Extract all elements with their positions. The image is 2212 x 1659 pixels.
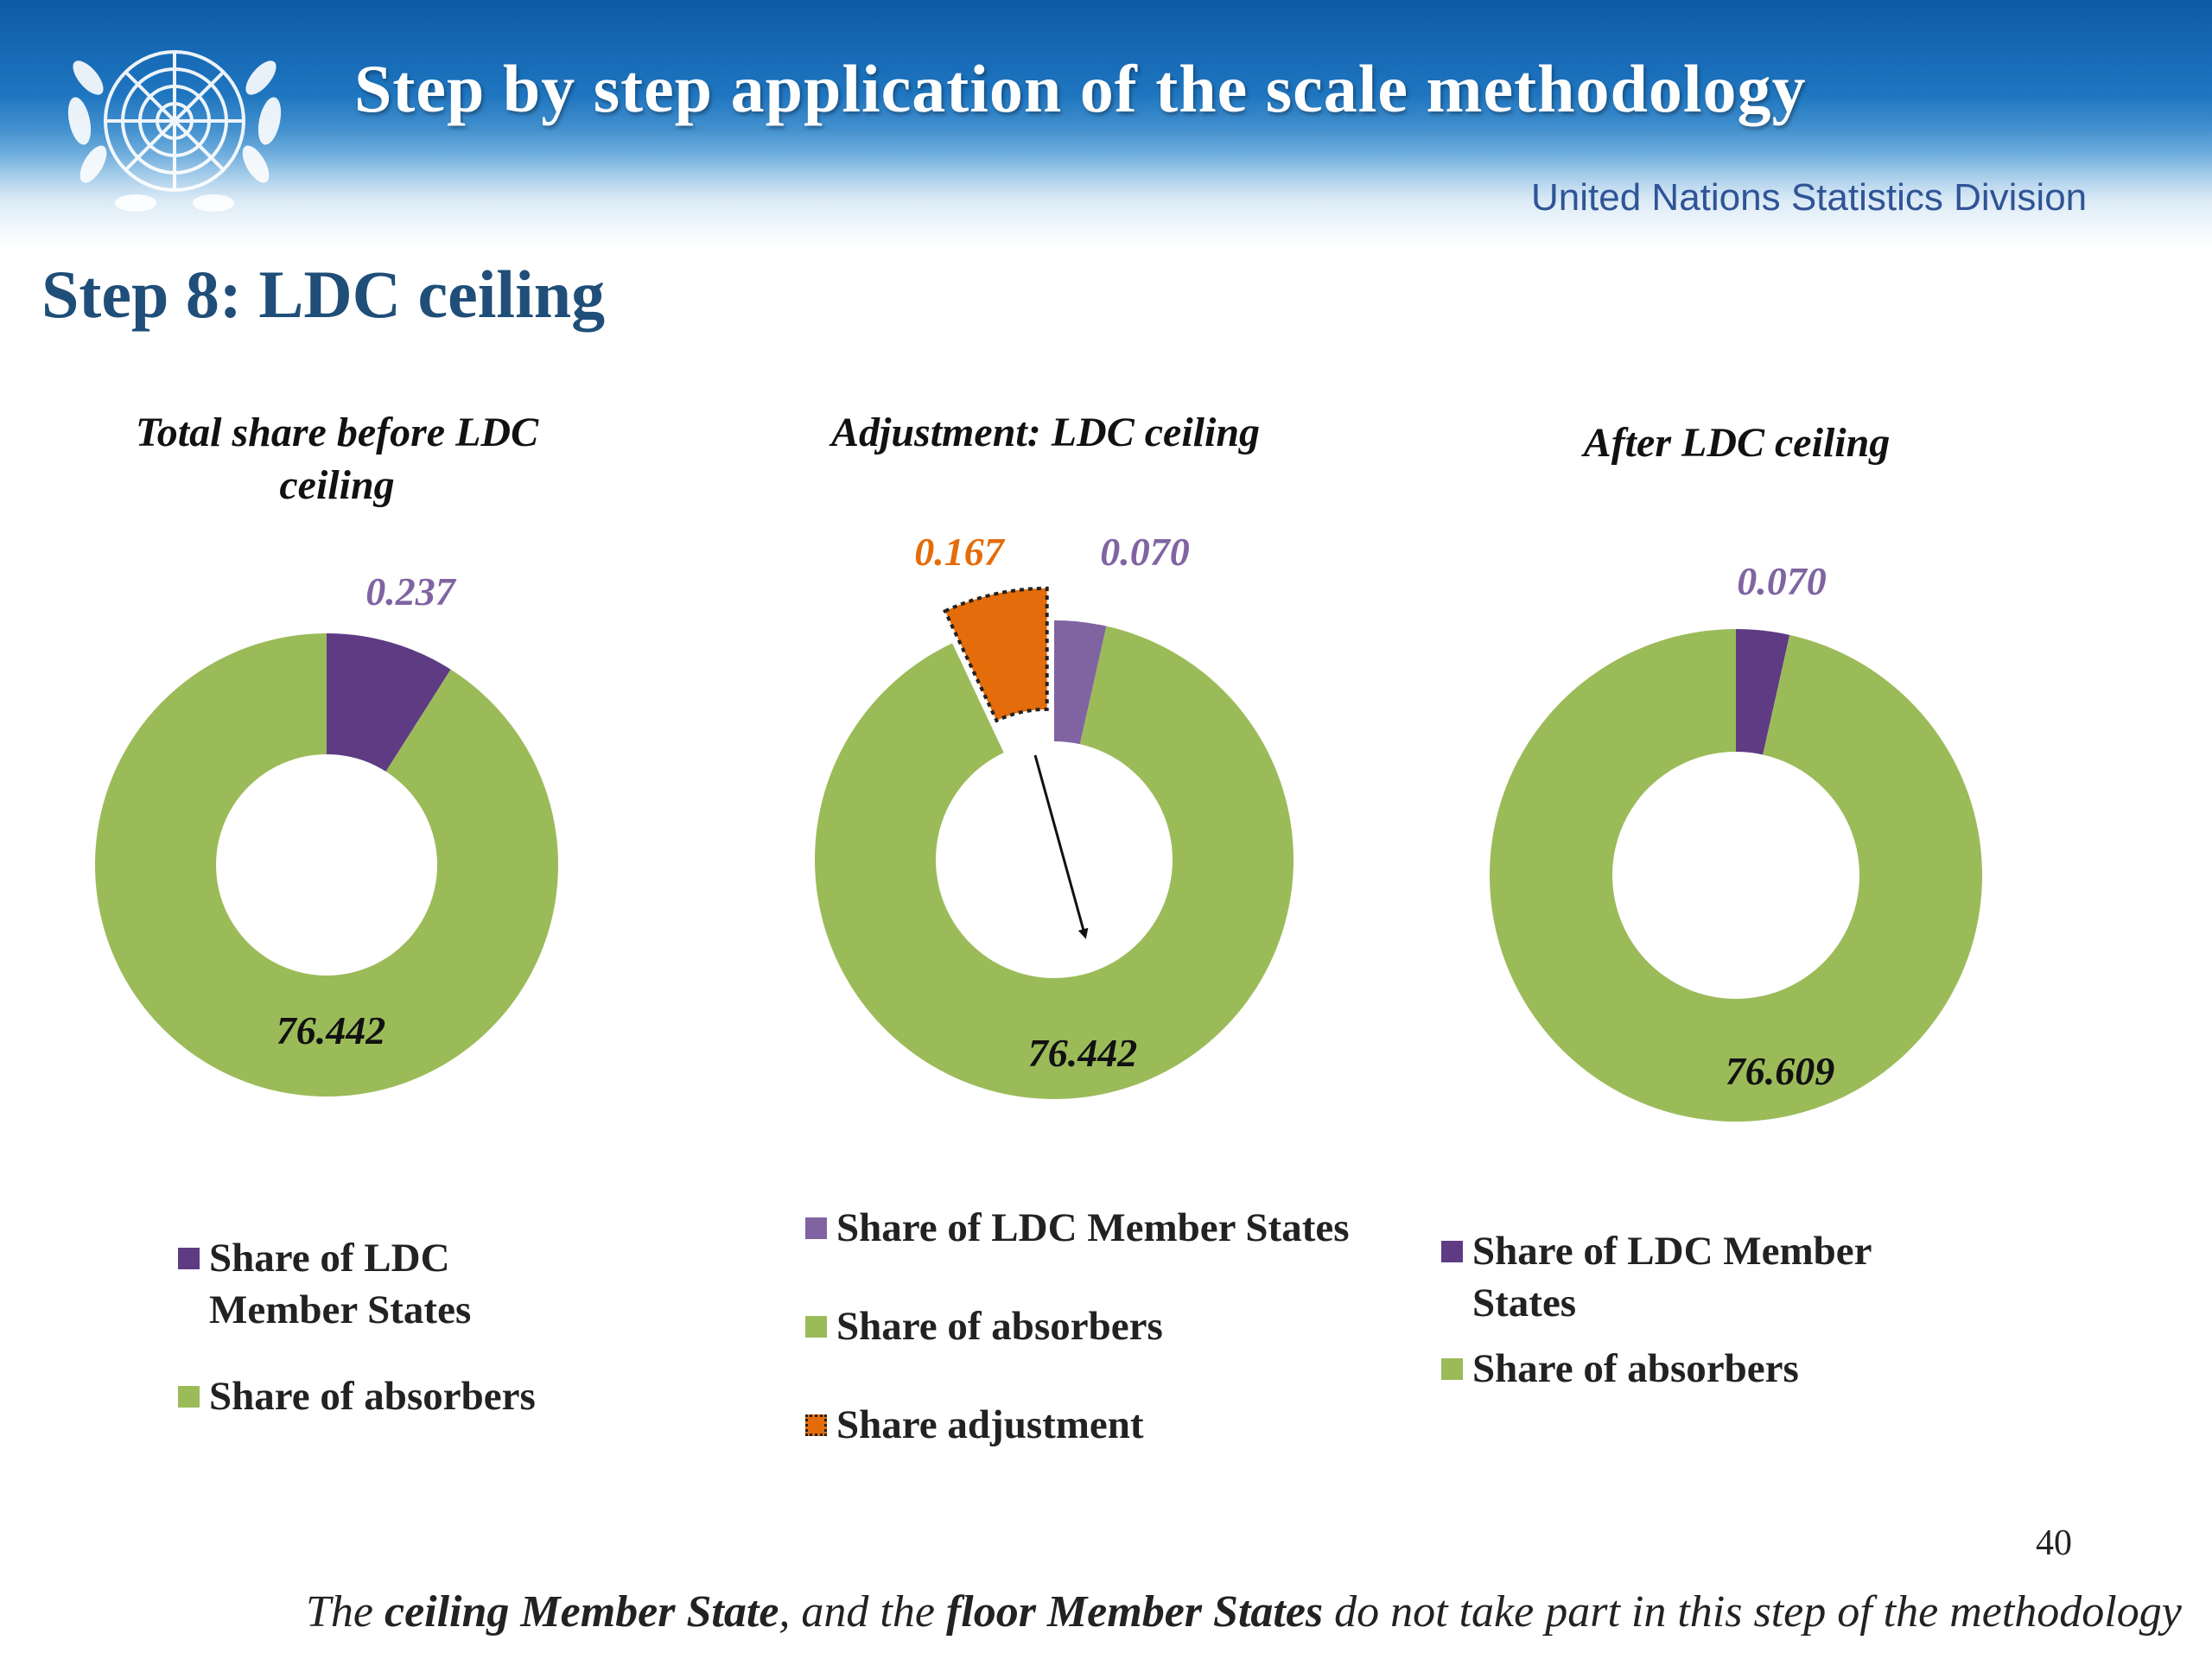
legend-item-share-adjustment: Share adjustment bbox=[802, 1399, 1424, 1451]
chart-1-title: Total share before LDC ceiling bbox=[52, 406, 622, 512]
legend-item-absorbers: Share of absorbers bbox=[175, 1370, 658, 1422]
data-label-ldc-share: 0.070 bbox=[1100, 530, 1190, 574]
chart-3-legend: Share of LDC Member States Share of abso… bbox=[1438, 1225, 1991, 1395]
slice-share-of-absorbers bbox=[94, 633, 559, 1096]
slice-share-adjustment bbox=[943, 586, 1049, 723]
legend-swatch-absorbers bbox=[178, 1386, 200, 1408]
chart-3-title-line-1: After LDC ceiling bbox=[1583, 420, 1891, 466]
footnote-ceiling-term: ceiling Member State bbox=[385, 1587, 779, 1637]
legend-swatch-ldc-share bbox=[178, 1248, 200, 1269]
slice-share-of-absorbers bbox=[814, 626, 1294, 1099]
page-number: 40 bbox=[2036, 1523, 2072, 1563]
footnote: The ceiling Member State, and the floor … bbox=[306, 1586, 2182, 1637]
chart-2-title-line-1: Adjustment: LDC ceiling bbox=[830, 410, 1261, 455]
slide-heading: Step 8: LDC ceiling bbox=[41, 257, 606, 332]
legend-label-line-2: States bbox=[1472, 1281, 1577, 1325]
banner-sheen bbox=[0, 130, 2212, 251]
legend-label-absorbers: Share of absorbers bbox=[836, 1304, 1163, 1349]
legend-swatch-share-adjustment bbox=[805, 1414, 827, 1436]
chart-1-title-line-2: ceiling bbox=[279, 462, 395, 508]
chart-2-legend: Share of LDC Member States Share of abso… bbox=[802, 1202, 1424, 1451]
un-emblem-icon bbox=[67, 50, 282, 212]
legend-item-ldc-share: Share of LDC Member States bbox=[802, 1202, 1424, 1254]
organization-name: United Nations Statistics Division bbox=[1531, 176, 2088, 219]
legend-label-absorbers: Share of absorbers bbox=[1472, 1346, 1799, 1391]
legend-swatch-ldc-share bbox=[805, 1217, 827, 1239]
chart-1-title-line-1: Total share before LDC bbox=[135, 410, 539, 455]
data-label-ldc-share: 0.237 bbox=[365, 569, 457, 613]
slice-share-of-absorbers bbox=[1489, 629, 1982, 1122]
chart-1-legend: Share of LDC Member States Share of abso… bbox=[175, 1232, 658, 1422]
legend-label-line-1: Share of LDC bbox=[209, 1236, 450, 1281]
data-label-absorbers: 76.609 bbox=[1726, 1049, 1835, 1093]
footnote-floor-term: floor Member States bbox=[945, 1587, 1324, 1637]
data-label-absorbers: 76.442 bbox=[276, 1008, 386, 1052]
chart-2-title: Adjustment: LDC ceiling bbox=[743, 406, 1348, 459]
data-label-absorbers: 76.442 bbox=[1028, 1031, 1138, 1075]
legend-label-share-adjustment: Share adjustment bbox=[836, 1402, 1144, 1447]
legend-label-line-1: Share of LDC Member bbox=[1472, 1229, 1872, 1274]
legend-item-absorbers: Share of absorbers bbox=[802, 1300, 1424, 1352]
legend-swatch-ldc-share bbox=[1441, 1241, 1463, 1262]
data-label-ldc-share: 0.070 bbox=[1737, 559, 1827, 603]
legend-item-absorbers: Share of absorbers bbox=[1438, 1343, 1991, 1395]
legend-item-ldc-share: Share of LDC Member States bbox=[175, 1232, 658, 1336]
slice-share-of-ldc-member-states bbox=[327, 633, 451, 772]
legend-label-line-2: Member States bbox=[209, 1287, 472, 1332]
footnote-text: do not take part in this step of the met… bbox=[1323, 1587, 2182, 1637]
title-banner: Step by step application of the scale me… bbox=[0, 0, 2212, 251]
data-label-share-adjustment: 0.167 bbox=[914, 530, 1006, 574]
chart-3-title: After LDC ceiling bbox=[1469, 416, 2005, 469]
donut-chart-1: 0.237 76.442 bbox=[94, 569, 559, 1096]
legend-label-absorbers: Share of absorbers bbox=[209, 1374, 536, 1419]
legend-swatch-absorbers bbox=[1441, 1358, 1463, 1380]
legend-item-ldc-share: Share of LDC Member States bbox=[1438, 1225, 1991, 1329]
adjustment-arrow bbox=[1033, 754, 1089, 939]
slice-share-of-ldc-member-states bbox=[1736, 629, 1790, 755]
slice-share-of-ldc-member-states bbox=[1054, 620, 1107, 745]
donut-chart-2: 0.167 0.070 76.442 bbox=[814, 530, 1294, 1099]
banner-title: Step by step application of the scale me… bbox=[354, 51, 1807, 126]
footnote-text: The bbox=[306, 1587, 385, 1637]
footnote-text: , and the bbox=[779, 1587, 946, 1637]
donut-chart-3: 0.070 76.609 bbox=[1489, 559, 1982, 1122]
legend-label-ldc-share: Share of LDC Member States bbox=[836, 1205, 1350, 1250]
legend-swatch-absorbers bbox=[805, 1316, 827, 1338]
